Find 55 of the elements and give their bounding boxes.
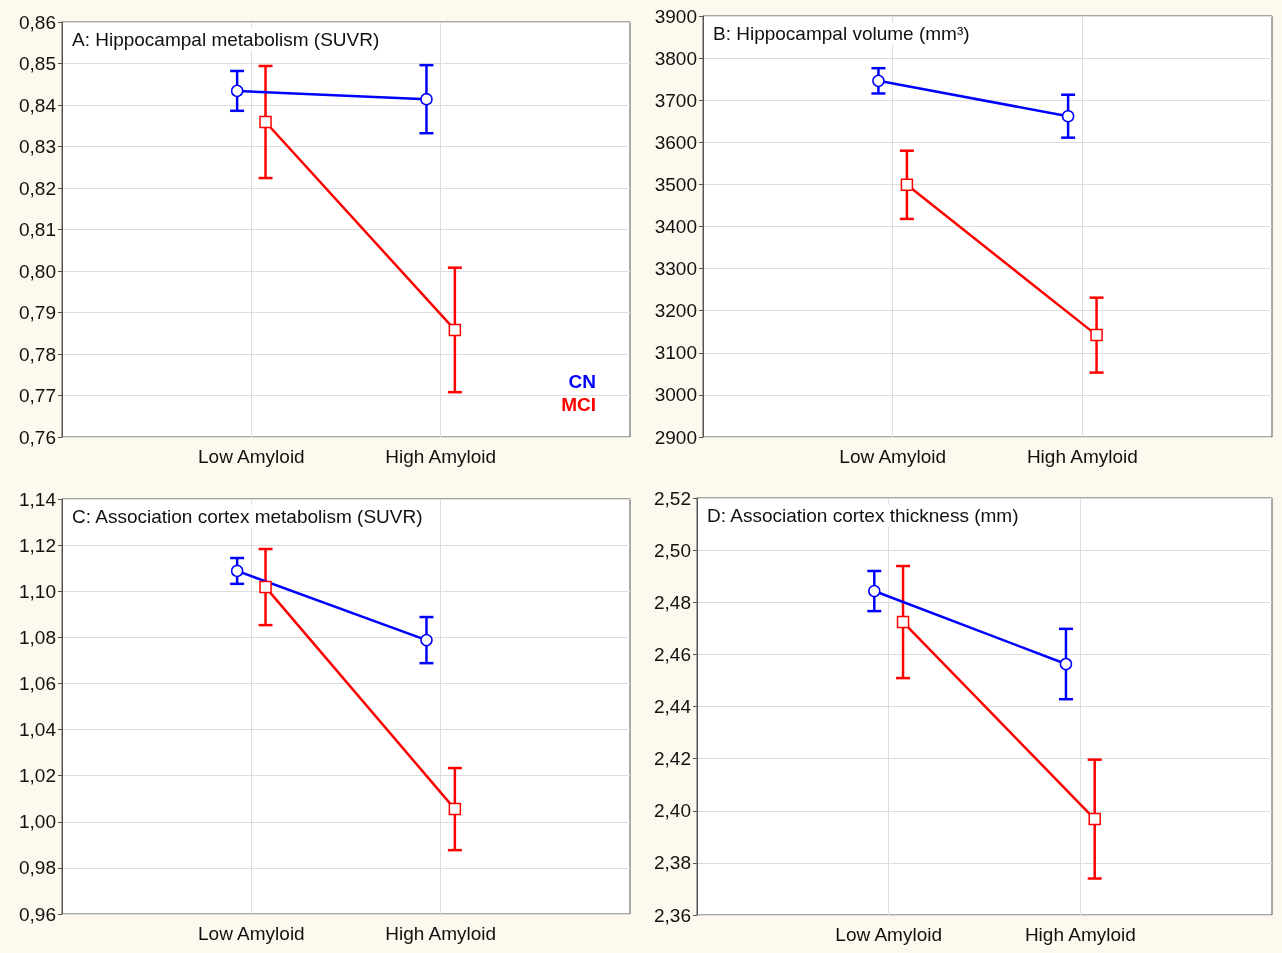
y-tick-label: 3400	[654, 216, 697, 237]
y-tick-label: 2,38	[654, 852, 691, 874]
y-tick-label: 3000	[654, 384, 697, 406]
chart-title: C: Association cortex metabolism (SUVR)	[72, 506, 423, 527]
y-tick-label: 0,76	[19, 426, 56, 448]
y-tick-label: 2,46	[654, 643, 691, 665]
text: MCI	[561, 394, 596, 415]
y-tick-label: 1,12	[19, 534, 56, 556]
y-tick-label: 3800	[654, 47, 697, 69]
y-tick-label: 2,42	[654, 748, 691, 770]
text: CN	[568, 371, 596, 392]
x-tick-label: High Amyloid	[1026, 446, 1138, 467]
x-tick-label: Low Amyloid	[198, 923, 305, 944]
x-tick-label: Low Amyloid	[839, 446, 946, 467]
x-tick-label: High Amyloid	[385, 923, 497, 944]
y-tick-label: 0,83	[19, 136, 56, 157]
x-tick-label: High Amyloid	[1024, 924, 1136, 945]
y-tick-label: 1,10	[19, 580, 56, 602]
y-tick-label: 0,79	[19, 302, 56, 323]
y-tick-label: 1,02	[19, 765, 56, 787]
x-tick-label: High Amyloid	[385, 446, 497, 467]
y-tick-label: 0,96	[19, 903, 56, 925]
y-tick-label: 3300	[654, 258, 697, 280]
y-tick-label: 0,86	[19, 11, 56, 33]
y-tick-label: 0,85	[19, 53, 56, 74]
y-tick-label: 3900	[654, 5, 697, 27]
y-tick-label: 2,50	[654, 539, 691, 561]
y-tick-label: 2,40	[654, 800, 691, 822]
y-tick-label: 3100	[654, 342, 697, 364]
y-tick-label: 1,04	[19, 719, 57, 741]
y-tick-label: 2,44	[654, 696, 692, 717]
y-tick-label: 2,52	[654, 487, 691, 509]
y-tick-label: 0,84	[19, 94, 57, 116]
y-tick-label: 1,14	[19, 488, 57, 510]
y-tick-label: 0,80	[19, 260, 56, 282]
y-tick-label: 0,82	[19, 177, 56, 199]
y-tick-label: 3500	[654, 173, 697, 195]
y-tick-label: 2,36	[654, 904, 691, 926]
y-tick-label: 1,08	[19, 626, 56, 648]
chart-title: A: Hippocampal metabolism (SUVR)	[72, 29, 380, 50]
chart-title: B: Hippocampal volume (mm³)	[713, 23, 970, 44]
chart-title: D: Association cortex thickness (mm)	[707, 505, 1019, 526]
y-tick-label: 2,48	[654, 591, 691, 613]
y-tick-label: 3200	[654, 300, 697, 322]
y-tick-label: 2900	[654, 426, 697, 448]
y-tick-label: 0,81	[19, 219, 56, 240]
y-tick-label: 1,06	[19, 672, 56, 694]
x-tick-label: Low Amyloid	[198, 446, 305, 467]
y-tick-label: 0,78	[19, 343, 56, 365]
y-tick-label: 3600	[654, 131, 697, 153]
y-tick-label: 3700	[654, 89, 697, 111]
y-tick-label: 0,98	[19, 857, 56, 879]
x-tick-label: Low Amyloid	[835, 924, 942, 945]
y-tick-label: 0,77	[19, 385, 56, 406]
y-tick-label: 1,00	[19, 811, 56, 833]
